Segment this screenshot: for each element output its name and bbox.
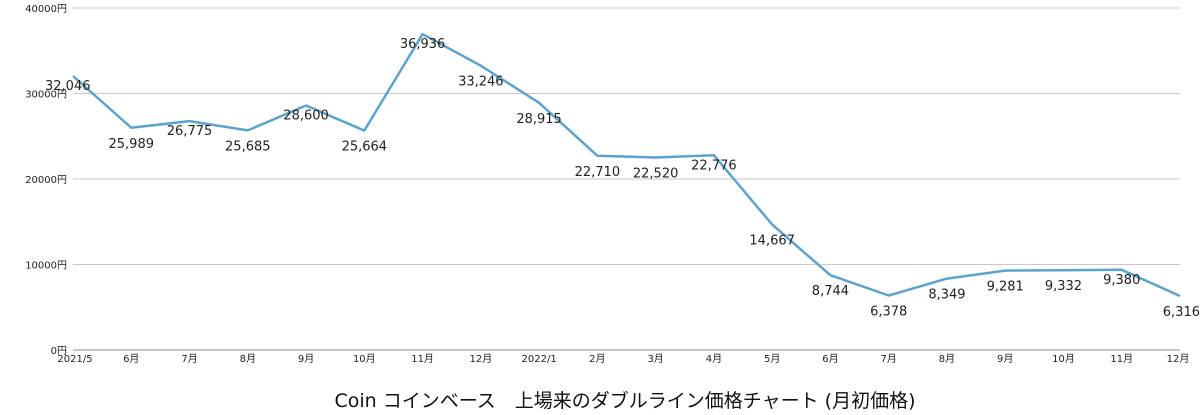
data-label: 26,775 [167, 124, 213, 139]
y-axis-ticks: 0円 10000円 20000円 30000円 40000円 [25, 4, 67, 357]
data-label: 8,744 [812, 284, 849, 299]
x-tick-label: 8月 [939, 353, 955, 365]
x-tick-label: 10月 [1052, 353, 1075, 365]
y-tick-label: 10000円 [25, 261, 67, 272]
data-label: 28,600 [283, 108, 329, 123]
y-tick-label: 20000円 [25, 175, 67, 186]
grid [73, 7, 1180, 351]
x-tick-label: 11月 [411, 353, 434, 365]
x-tick-label: 11月 [1110, 353, 1133, 365]
chart-title: Coin コインベース 上場来のダブルライン価格チャート (月初価格) [335, 389, 916, 412]
y-tick-label: 40000円 [25, 4, 67, 15]
x-tick-label: 7月 [181, 353, 197, 365]
data-label: 33,246 [458, 75, 504, 90]
data-label: 32,046 [45, 79, 91, 94]
x-tick-label: 12月 [1167, 353, 1190, 365]
data-label: 25,989 [109, 137, 155, 152]
data-label: 25,664 [342, 140, 388, 155]
x-tick-label: 9月 [997, 353, 1013, 365]
data-label: 22,776 [691, 158, 737, 173]
data-label: 9,281 [987, 280, 1024, 295]
data-label: 6,316 [1163, 305, 1200, 320]
x-tick-label: 7月 [880, 353, 896, 365]
x-tick-label: 6月 [123, 353, 139, 365]
data-label: 28,915 [516, 112, 562, 127]
data-label: 8,349 [928, 288, 965, 303]
series [72, 32, 1181, 298]
y-tick-label: 30000円 [25, 90, 67, 101]
x-tick-label: 6月 [822, 353, 838, 365]
x-tick-label: 2021/5 [57, 354, 92, 365]
x-tick-label: 8月 [240, 353, 256, 365]
data-label: 14,667 [749, 234, 795, 249]
data-label: 25,685 [225, 139, 271, 154]
x-tick-label: 12月 [469, 353, 492, 365]
x-tick-label: 2022/1 [522, 354, 557, 365]
x-tick-label: 3月 [647, 353, 663, 365]
x-tick-label: 2月 [589, 353, 605, 365]
data-label: 6,378 [870, 304, 907, 319]
x-tick-label: 10月 [353, 353, 376, 365]
data-label: 22,710 [575, 165, 621, 180]
data-label: 22,520 [633, 166, 679, 181]
x-tick-label: 5月 [764, 353, 780, 365]
data-label: 9,332 [1045, 279, 1082, 294]
x-tick-label: 4月 [706, 353, 722, 365]
data-labels: 32,046 25,989 26,775 25,685 28,600 25,664 36,9… [45, 37, 1200, 320]
series-line [72, 32, 1181, 298]
data-label: 36,936 [400, 37, 446, 52]
y-tick-label: 0円 [51, 346, 67, 357]
x-tick-label: 9月 [298, 353, 314, 365]
x-axis-ticks: 2021/5 6月 7月 8月 9月 10月 11月 12月 2022/1 2月 3月 4月 5月 6月 7… [57, 353, 1189, 365]
data-label: 9,380 [1103, 273, 1140, 288]
